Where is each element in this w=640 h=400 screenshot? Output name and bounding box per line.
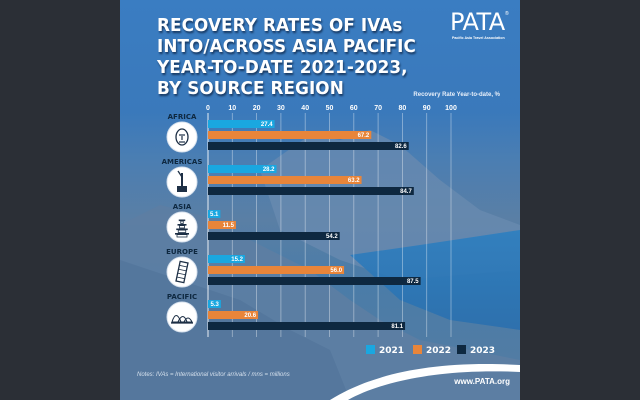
legend-swatch-2021 — [366, 345, 375, 354]
pagoda-tier — [179, 225, 185, 229]
x-axis-label: Recovery Rate Year-to-date, % — [413, 92, 500, 98]
x-tick-label: 90 — [423, 105, 431, 112]
pagoda-roof — [175, 233, 189, 235]
data-label: 11.5 — [223, 223, 235, 229]
bar-2021 — [208, 255, 245, 263]
logo-subtitle: Pacific Asia Travel Association — [452, 36, 505, 40]
bar-2022 — [208, 176, 362, 184]
data-label: 56.0 — [330, 268, 342, 274]
data-label: 27.4 — [261, 122, 273, 128]
data-label: 67.2 — [358, 133, 370, 139]
data-label: 87.5 — [407, 279, 419, 285]
region-label: EUROPE — [166, 248, 198, 256]
bar-2023 — [208, 187, 414, 195]
x-tick-label: 20 — [253, 105, 261, 112]
sea-area — [350, 230, 520, 330]
leaning-tower-icon — [166, 256, 198, 288]
registered-mark: ® — [505, 11, 509, 17]
region-label: AMERICAS — [162, 158, 203, 166]
bar-2022 — [208, 266, 345, 274]
statue-torch — [177, 170, 183, 178]
data-label: 82.6 — [395, 144, 407, 150]
x-tick-label: 40 — [301, 105, 309, 112]
x-tick-label: 30 — [277, 105, 285, 112]
data-label: 63.2 — [348, 178, 360, 184]
opera-shell — [183, 317, 193, 323]
footnote: Notes: IVAs = International visitor arri… — [137, 372, 290, 378]
data-label: 5.3 — [211, 302, 220, 308]
x-tick-label: 100 — [445, 105, 457, 112]
poster-title: RECOVERY RATES OF IVAs INTO/ACROSS ASIA … — [157, 16, 416, 100]
pagoda-tier — [177, 229, 187, 233]
tower-floor — [176, 276, 185, 280]
statue-pedestal — [177, 186, 187, 192]
x-tick-label: 70 — [374, 105, 382, 112]
pagoda-tier — [180, 220, 184, 224]
pagoda-roof — [177, 224, 187, 226]
data-label: 84.7 — [400, 189, 412, 195]
bar-2022 — [208, 311, 259, 319]
pagoda-roof — [178, 219, 186, 222]
x-tick-label: 50 — [326, 105, 334, 112]
title-line: YEAR-TO-DATE 2021-2023, — [157, 58, 408, 78]
bar-2023 — [208, 322, 406, 330]
data-label: 81.1 — [391, 324, 403, 330]
pagoda-roof — [176, 228, 188, 231]
logo-wordmark: PATA — [450, 8, 505, 36]
data-label: 15.2 — [231, 257, 243, 263]
x-tick-label: 0 — [206, 105, 210, 112]
data-label: 28.2 — [263, 167, 275, 173]
website-link[interactable]: www.PATA.org — [454, 377, 510, 386]
pagoda-tier — [176, 234, 188, 238]
legend-label: 2022 — [426, 346, 451, 356]
legend-swatch-2023 — [457, 345, 466, 354]
white-swoosh — [330, 364, 520, 400]
data-label: 20.6 — [244, 313, 256, 319]
legend-label: 2021 — [379, 346, 404, 356]
bar-2021 — [208, 165, 277, 173]
bar-2021 — [208, 120, 275, 128]
x-tick-label: 10 — [228, 105, 236, 112]
title-line: INTO/ACROSS ASIA PACIFIC — [157, 37, 416, 57]
title-line: BY SOURCE REGION — [157, 79, 344, 99]
bar-2023 — [208, 232, 340, 240]
legend-swatch-2022 — [413, 345, 422, 354]
bar-chart: 0 10 20 30 40 50 60 70 80 90 100 AFRICA 27.4 67.2 82.6… — [162, 105, 495, 356]
region-label: ASIA — [173, 203, 192, 211]
tower-floor — [177, 272, 186, 276]
bar-2021 — [208, 300, 221, 308]
bar-2021 — [208, 210, 221, 218]
tower-floor — [179, 264, 188, 268]
x-tick-label: 60 — [350, 105, 358, 112]
pata-logo: PATA ® Pacific Asia Travel Association — [450, 10, 510, 40]
bar-2022 — [208, 131, 372, 139]
x-tick-label: 80 — [399, 105, 407, 112]
data-label: 5.1 — [210, 212, 219, 218]
pagoda-icon — [166, 211, 198, 243]
tower-outline — [175, 260, 189, 284]
bar-2022 — [208, 221, 236, 229]
tower-floor — [178, 268, 187, 272]
region-label: PACIFIC — [167, 293, 197, 301]
mask-outline — [175, 128, 189, 146]
legend-label: 2023 — [470, 346, 495, 356]
bar-2023 — [208, 277, 421, 285]
infographic-poster: RECOVERY RATES OF IVAs INTO/ACROSS ASIA … — [120, 0, 520, 400]
title-line: RECOVERY RATES OF IVAs — [157, 16, 403, 36]
region-label: AFRICA — [168, 113, 197, 121]
bar-2023 — [208, 142, 409, 150]
data-label: 54.2 — [326, 234, 338, 240]
